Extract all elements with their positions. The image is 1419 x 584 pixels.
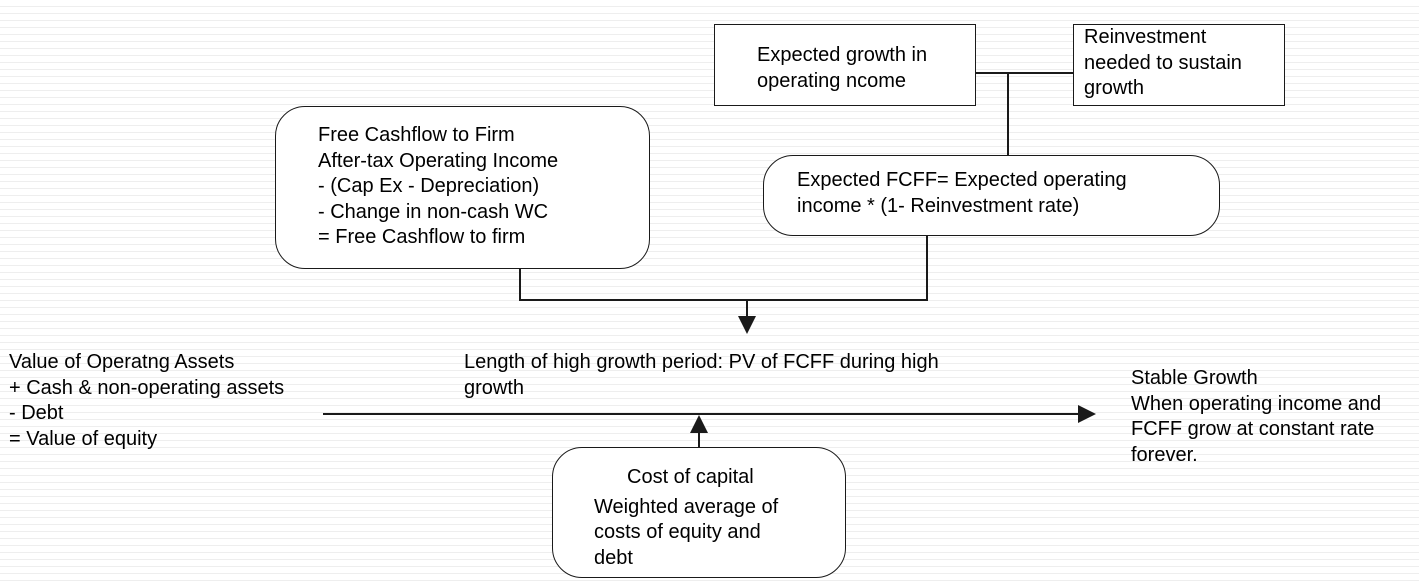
expected-growth-box: Expected growth in operating ncome (714, 24, 976, 106)
down-arrow-head (738, 316, 756, 334)
stable-growth-line-2: When operating income and (1131, 392, 1382, 415)
reinvestment-line-2: needed to sustain (1084, 51, 1242, 74)
reinvestment-line-1: Reinvestment (1084, 26, 1207, 48)
equity-line-1: Value of Operatng Assets (9, 351, 235, 373)
cost-of-capital-title: Cost of capital (627, 466, 754, 488)
equity-line-4: = Value of equity (9, 427, 158, 450)
high-growth-line-1: Length of high growth period: PV of FCFF… (464, 351, 939, 373)
fcff-definition-line-3: - (Cap Ex - Depreciation) (318, 175, 540, 197)
fcff-definition-line-5: = Free Cashflow to firm (318, 226, 526, 248)
stable-growth-line-1: Stable Growth (1131, 367, 1258, 389)
expected-fcff-box: Expected FCFF= Expected operating income… (763, 155, 1220, 236)
cost-of-capital-line-1: Weighted average of (594, 495, 779, 518)
equity-line-2: + Cash & non-operating assets (9, 376, 285, 399)
equity-value-text: Value of Operatng Assets + Cash & non-op… (9, 350, 284, 452)
stable-growth-text: Stable Growth When operating income and … (1131, 366, 1381, 468)
fcff-definition-line-2: After-tax Operating Income (318, 149, 559, 172)
reinvestment-line-3: growth (1084, 77, 1145, 99)
expected-fcff-line-2: income * (1- Reinvestment rate) (797, 194, 1080, 217)
cost-of-capital-line-3: debt (594, 546, 633, 569)
fcff-definition-line-1: Free Cashflow to Firm (318, 124, 515, 146)
fcff-merge-connector (519, 236, 928, 301)
timeline-arrow-head (1078, 405, 1096, 423)
fcff-definition-line-4: - Change in non-cash WC (318, 200, 549, 223)
growth-line-2: operating ncome (757, 69, 906, 92)
equity-line-3: - Debt (9, 402, 64, 424)
up-arrow-head (690, 415, 708, 433)
high-growth-period-text: Length of high growth period: PV of FCFF… (464, 350, 939, 401)
reinvestment-box: Reinvestment needed to sustain growth (1073, 24, 1285, 106)
expected-fcff-line-1: Expected FCFF= Expected operating (797, 169, 1127, 191)
high-growth-line-2: growth (464, 376, 525, 399)
growth-line-1: Expected growth in (757, 44, 928, 66)
cost-of-capital-box: Cost of capital Weighted average of cost… (552, 447, 846, 578)
stable-growth-line-3: FCFF grow at constant rate (1131, 418, 1375, 440)
cost-of-capital-line-2: costs of equity and (594, 521, 761, 543)
fcff-definition-box: Free Cashflow to Firm After-tax Operatin… (275, 106, 650, 269)
stable-growth-line-4: forever. (1131, 443, 1198, 466)
